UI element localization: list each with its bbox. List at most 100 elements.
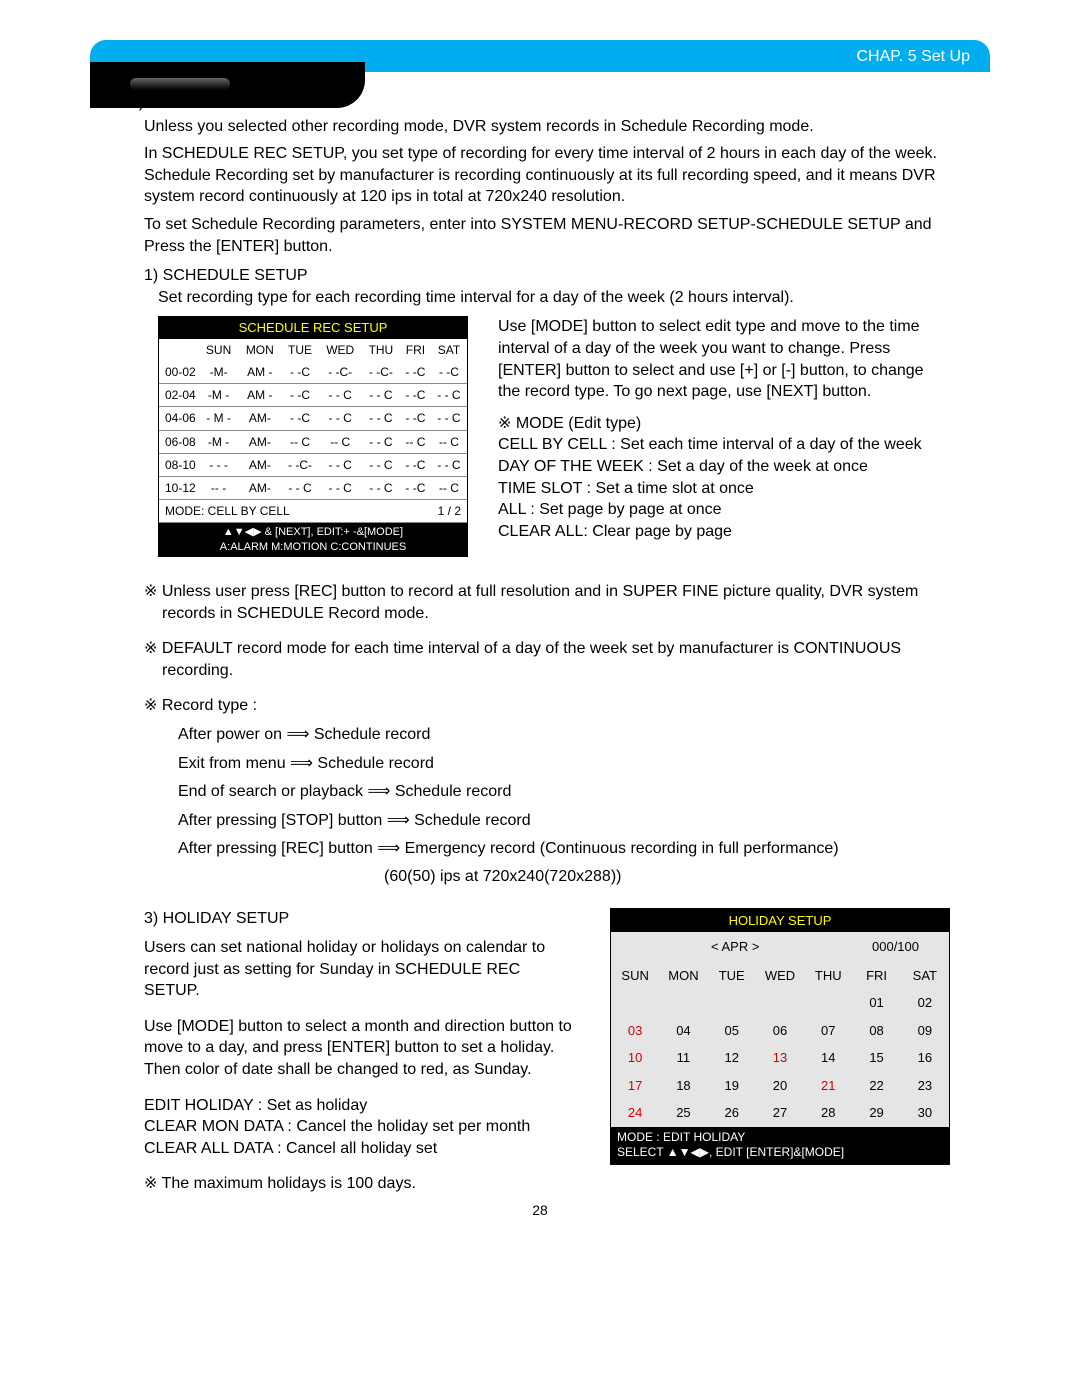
cal-cell: 11: [659, 1044, 707, 1072]
cal-cell: 30: [901, 1099, 949, 1127]
holiday-foot2: SELECT ▲▼◀▶, EDIT [ENTER]&[MODE]: [617, 1145, 943, 1161]
intro-1: Unless you selected other recording mode…: [144, 116, 950, 138]
holiday-l2: CLEAR MON DATA : Cancel the holiday set …: [144, 1116, 580, 1138]
holiday-box-title: HOLIDAY SETUP: [611, 909, 949, 933]
sched-r5: ALL : Set page by page at once: [498, 499, 950, 521]
cal-day: WED: [756, 962, 804, 990]
sched-cell: - - C: [431, 384, 467, 407]
sched-r0: Use [MODE] button to select edit type an…: [498, 316, 950, 402]
sched-cell: - -C: [400, 361, 431, 384]
schedule-footer: ▲▼◀▶ & [NEXT], EDIT:+ -&[MODE] A:ALARM M…: [159, 523, 467, 556]
note-2: ※ DEFAULT record mode for each time inte…: [144, 638, 950, 681]
holiday-month: < APR >: [711, 938, 759, 956]
cal-cell: 09: [901, 1017, 949, 1045]
cal-cell: 12: [708, 1044, 756, 1072]
sched-cell: -- C: [281, 430, 318, 453]
sched-cell: - - C: [281, 477, 318, 500]
holiday-footer: MODE : EDIT HOLIDAY SELECT ▲▼◀▶, EDIT [E…: [611, 1127, 949, 1164]
holiday-l1: EDIT HOLIDAY : Set as holiday: [144, 1095, 580, 1117]
sub-section: 1) SCHEDULE SETUP: [130, 265, 950, 287]
holiday-p1: Users can set national holiday or holida…: [144, 937, 580, 1002]
sched-cell: - - C: [431, 453, 467, 476]
time-slot: 06-08: [159, 430, 199, 453]
cal-cell: 27: [756, 1099, 804, 1127]
time-slot: 04-06: [159, 407, 199, 430]
holiday-p2: Use [MODE] button to select a month and …: [144, 1016, 580, 1081]
cal-cell: 16: [901, 1044, 949, 1072]
cal-cell: 18: [659, 1072, 707, 1100]
holiday-box: HOLIDAY SETUP < APR > 000/100 SUNMONTUEW…: [610, 908, 950, 1166]
cal-cell: 14: [804, 1044, 852, 1072]
sched-cell: AM -: [238, 361, 281, 384]
sched-cell: - -C: [281, 361, 318, 384]
cal-cell: 25: [659, 1099, 707, 1127]
cal-cell: [708, 989, 756, 1017]
cal-day: MON: [659, 962, 707, 990]
cal-day: THU: [804, 962, 852, 990]
sched-day: THU: [362, 339, 400, 361]
header-tab: [90, 62, 365, 108]
holiday-count: 000/100: [872, 938, 919, 956]
sched-cell: - - C: [362, 384, 400, 407]
cal-day: FRI: [852, 962, 900, 990]
cal-cell: 05: [708, 1017, 756, 1045]
cal-cell: 01: [852, 989, 900, 1017]
sched-cell: - -C: [431, 361, 467, 384]
sched-day: FRI: [400, 339, 431, 361]
cal-cell: [804, 989, 852, 1017]
sched-cell: - -C-: [319, 361, 362, 384]
cal-cell: 22: [852, 1072, 900, 1100]
cal-cell: 26: [708, 1099, 756, 1127]
holiday-l3: CLEAR ALL DATA : Cancel all holiday set: [144, 1138, 580, 1160]
sched-cell: -- C: [431, 477, 467, 500]
sched-cell: - -C: [400, 384, 431, 407]
schedule-foot1: ▲▼◀▶ & [NEXT], EDIT:+ -&[MODE]: [159, 525, 467, 539]
sched-cell: - - C: [319, 453, 362, 476]
cal-cell: 15: [852, 1044, 900, 1072]
cal-cell: 29: [852, 1099, 900, 1127]
sched-cell: AM-: [238, 453, 281, 476]
sched-cell: AM-: [238, 407, 281, 430]
sched-day: SAT: [431, 339, 467, 361]
sched-cell: - - C: [362, 407, 400, 430]
cal-cell: 13: [756, 1044, 804, 1072]
calendar: SUNMONTUEWEDTHUFRISAT 010203040506070809…: [611, 962, 949, 1127]
cal-day: SAT: [901, 962, 949, 990]
cal-cell: 28: [804, 1099, 852, 1127]
sched-cell: - - C: [319, 384, 362, 407]
chapter-title: CHAP. 5 Set Up: [856, 48, 970, 65]
page-number: 28: [130, 1201, 950, 1220]
sched-cell: - - -: [199, 453, 238, 476]
sched-cell: - - C: [431, 407, 467, 430]
cal-day: TUE: [708, 962, 756, 990]
holiday-max: ※ The maximum holidays is 100 days.: [144, 1173, 580, 1195]
time-slot: 00-02: [159, 361, 199, 384]
sched-cell: AM-: [238, 477, 281, 500]
sched-cell: - -C-: [362, 361, 400, 384]
cal-cell: 06: [756, 1017, 804, 1045]
note-1: ※ Unless user press [REC] button to reco…: [144, 581, 950, 624]
sched-cell: -- C: [319, 430, 362, 453]
schedule-foot2: A:ALARM M:MOTION C:CONTINUES: [159, 540, 467, 554]
sched-cell: -M -: [199, 384, 238, 407]
sched-cell: - M -: [199, 407, 238, 430]
cal-cell: [659, 989, 707, 1017]
sched-cell: - -C: [400, 477, 431, 500]
sched-cell: - - C: [362, 453, 400, 476]
sched-cell: - -C: [400, 453, 431, 476]
note-ips: (60(50) ips at 720x240(720x288)): [144, 866, 950, 888]
intro-2: In SCHEDULE REC SETUP, you set type of r…: [144, 143, 950, 208]
sched-r1: ※ MODE (Edit type): [498, 413, 950, 435]
sched-r3: DAY OF THE WEEK : Set a day of the week …: [498, 456, 950, 478]
sched-r4: TIME SLOT : Set a time slot at once: [498, 478, 950, 500]
rec-line: After power on ⟹ Schedule record: [178, 723, 950, 746]
cal-cell: 17: [611, 1072, 659, 1100]
cal-cell: 23: [901, 1072, 949, 1100]
sub-desc: Set recording type for each recording ti…: [130, 287, 950, 309]
sched-cell: - -C-: [281, 453, 318, 476]
cal-cell: 03: [611, 1017, 659, 1045]
sched-cell: - -C: [281, 407, 318, 430]
cal-day: SUN: [611, 962, 659, 990]
page: CHAP. 5 Set Up 2) SCHEDULE SETUP Unless …: [0, 0, 1080, 1240]
time-slot: 02-04: [159, 384, 199, 407]
